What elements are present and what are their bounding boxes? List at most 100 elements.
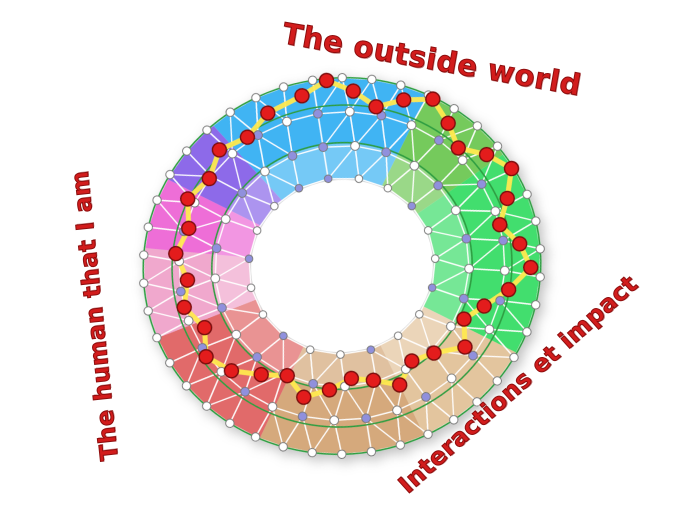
mesh-edge bbox=[431, 287, 465, 300]
mesh-edge bbox=[425, 396, 429, 435]
mesh-edge bbox=[322, 111, 351, 148]
mesh-edge bbox=[311, 419, 335, 454]
mesh-node bbox=[446, 373, 457, 384]
mesh-node bbox=[337, 73, 347, 83]
mesh-node bbox=[457, 155, 468, 166]
mesh-node bbox=[434, 135, 444, 146]
red-node bbox=[179, 272, 196, 288]
mesh-edge bbox=[206, 129, 234, 155]
mesh-node bbox=[423, 226, 433, 235]
mesh-node bbox=[201, 401, 212, 411]
red-node bbox=[476, 298, 492, 314]
mesh-edge bbox=[333, 419, 343, 455]
mesh-edge bbox=[450, 377, 455, 421]
red-node bbox=[260, 105, 276, 121]
mesh-node bbox=[468, 350, 478, 361]
mesh-node bbox=[152, 332, 162, 343]
mesh-node bbox=[395, 440, 406, 450]
mesh-edge bbox=[185, 371, 223, 387]
mesh-node bbox=[344, 106, 355, 117]
red-node bbox=[426, 345, 442, 361]
mesh-node bbox=[472, 397, 482, 407]
mesh-edge bbox=[418, 313, 432, 352]
mesh-edge bbox=[282, 415, 304, 448]
mesh-edge bbox=[235, 313, 264, 336]
red-node bbox=[440, 115, 456, 131]
mesh-node bbox=[366, 446, 377, 457]
mesh-node bbox=[522, 327, 532, 337]
mesh-node bbox=[522, 189, 532, 200]
red-node bbox=[181, 220, 197, 237]
mesh-node bbox=[329, 415, 340, 426]
mesh-node bbox=[307, 447, 317, 458]
red-node bbox=[296, 389, 312, 406]
mesh-node bbox=[450, 205, 461, 216]
mesh-node bbox=[366, 345, 376, 354]
mesh-edge bbox=[241, 192, 276, 207]
mesh-node bbox=[446, 321, 456, 332]
mesh-edge bbox=[214, 258, 250, 280]
mesh-node bbox=[252, 352, 262, 363]
mesh-node bbox=[270, 201, 279, 211]
mesh-edge bbox=[450, 377, 478, 403]
mesh-edge bbox=[468, 239, 504, 270]
mesh-edge bbox=[455, 209, 497, 212]
mesh-node bbox=[305, 345, 315, 355]
mesh-node bbox=[231, 329, 242, 340]
red-node bbox=[198, 349, 214, 365]
mesh-edge bbox=[461, 125, 478, 161]
mesh-node bbox=[472, 121, 483, 131]
mesh-edge bbox=[206, 371, 223, 407]
mesh-edge bbox=[411, 165, 416, 207]
ring-polyline bbox=[214, 145, 470, 388]
mesh-node bbox=[210, 273, 221, 284]
ring-polyline bbox=[248, 178, 436, 356]
mesh-edge bbox=[264, 170, 276, 207]
red-node bbox=[176, 299, 192, 316]
mesh-edge bbox=[370, 349, 407, 370]
mesh-edge bbox=[178, 260, 216, 280]
mesh-edge bbox=[215, 247, 250, 260]
mesh-node bbox=[535, 244, 545, 254]
red-node bbox=[168, 245, 184, 262]
mesh-edge bbox=[214, 277, 252, 289]
mesh-edge bbox=[385, 151, 389, 189]
mesh-edge bbox=[472, 354, 515, 359]
red-node bbox=[179, 191, 196, 207]
mesh-node bbox=[308, 378, 319, 389]
mesh-edge bbox=[425, 396, 455, 421]
mesh-edge bbox=[434, 238, 468, 260]
mesh-edge bbox=[468, 268, 506, 272]
mesh-node bbox=[250, 432, 261, 442]
mesh-node bbox=[509, 352, 519, 363]
mesh-edge bbox=[312, 383, 335, 421]
mesh-node bbox=[531, 300, 541, 310]
mesh-edge bbox=[397, 335, 432, 352]
mesh-edge bbox=[405, 368, 427, 398]
mesh-edge bbox=[271, 406, 284, 448]
mesh-edge bbox=[413, 139, 440, 167]
mesh-node bbox=[449, 104, 459, 114]
mesh-node bbox=[282, 116, 292, 127]
mesh-node bbox=[461, 233, 472, 244]
mesh-node bbox=[312, 108, 323, 119]
mesh-node bbox=[458, 293, 469, 304]
mesh-node bbox=[294, 183, 304, 193]
mesh-node bbox=[484, 324, 495, 335]
mesh-edge bbox=[231, 152, 266, 173]
red-node bbox=[318, 72, 335, 89]
mesh-edge bbox=[254, 406, 274, 438]
mesh-node bbox=[407, 201, 417, 211]
red-node bbox=[499, 190, 515, 207]
mesh-node bbox=[427, 283, 437, 292]
red-node bbox=[239, 129, 256, 146]
mesh-node bbox=[217, 302, 227, 313]
mesh-edge bbox=[411, 184, 439, 207]
mesh-edge bbox=[385, 124, 413, 153]
mesh-edge bbox=[286, 120, 294, 157]
mesh-node bbox=[354, 174, 364, 184]
mesh-edge bbox=[380, 84, 402, 117]
mesh-edge bbox=[502, 220, 537, 242]
mesh-edge bbox=[229, 391, 246, 424]
